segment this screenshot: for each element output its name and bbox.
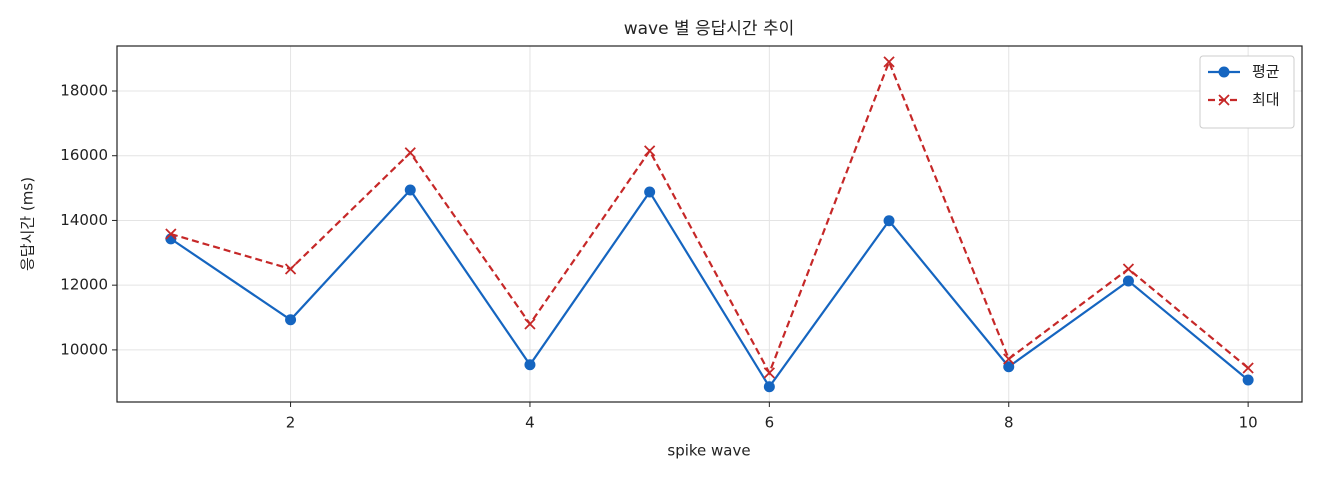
- data-point: [1003, 361, 1015, 373]
- x-tick-label: 6: [765, 414, 775, 432]
- y-tick-label: 14000: [60, 211, 108, 229]
- y-tick-label: 12000: [60, 276, 108, 294]
- data-point: [883, 56, 895, 68]
- data-point: [524, 359, 536, 371]
- data-point: [1242, 374, 1254, 386]
- data-point: [1122, 275, 1134, 287]
- y-axis-label: 응답시간 (ms): [19, 177, 37, 271]
- legend-marker: [1218, 66, 1230, 78]
- data-point: [404, 147, 416, 159]
- legend-label: 평균: [1252, 63, 1280, 81]
- x-tick-label: 2: [286, 414, 296, 432]
- data-point: [1003, 353, 1015, 365]
- y-tick-label: 16000: [60, 146, 108, 164]
- x-axis-label: spike wave: [667, 442, 750, 460]
- data-point: [763, 367, 775, 379]
- data-point: [883, 215, 895, 227]
- data-point: [524, 318, 536, 330]
- x-tick-label: 8: [1004, 414, 1014, 432]
- data-point: [165, 228, 177, 240]
- series-line: [170, 188, 1249, 389]
- data-point: [284, 263, 297, 275]
- series-line: [170, 58, 1249, 376]
- data-point: [644, 186, 656, 198]
- data-point: [285, 314, 297, 326]
- plot-frame: [116, 45, 1303, 403]
- legend-marker: [1218, 94, 1230, 106]
- data-point: [763, 381, 775, 393]
- data-point: [1122, 263, 1135, 275]
- data-point: [404, 184, 416, 196]
- x-tick-label: 4: [525, 414, 535, 432]
- chart-title: wave 별 응답시간 추이: [624, 19, 795, 39]
- y-tick-label: 10000: [60, 340, 108, 358]
- legend-label: 최대: [1252, 91, 1280, 109]
- data-point: [1242, 362, 1254, 374]
- data-point: [644, 145, 656, 157]
- y-tick-label: 18000: [60, 81, 108, 99]
- legend-box: [1199, 55, 1295, 129]
- x-tick-label: 10: [1239, 414, 1258, 432]
